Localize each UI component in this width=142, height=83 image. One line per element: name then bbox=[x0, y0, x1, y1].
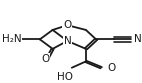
Text: H₂N: H₂N bbox=[2, 34, 21, 44]
Text: N: N bbox=[64, 36, 72, 46]
Text: O: O bbox=[41, 54, 50, 64]
Text: HO: HO bbox=[57, 72, 73, 82]
Text: O: O bbox=[63, 20, 71, 30]
Text: O: O bbox=[107, 63, 115, 73]
Text: N: N bbox=[134, 34, 142, 44]
